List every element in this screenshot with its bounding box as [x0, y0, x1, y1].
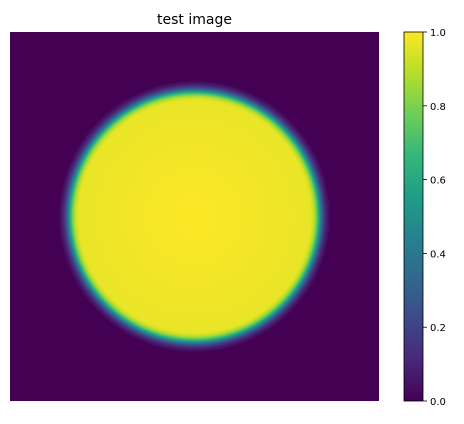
- colorbar-ticks: 0.0 0.2 0.4 0.6 0.8 1.0: [423, 28, 446, 408]
- image-disc: [59, 81, 330, 352]
- colorbar: 0.0 0.2 0.4 0.6 0.8 1.0: [403, 28, 446, 408]
- colorbar-tick-label: 1.0: [430, 28, 446, 39]
- colorbar-tick-label: 0.0: [430, 397, 446, 408]
- colorbar-tick-label: 0.6: [430, 176, 446, 187]
- colorbar-tick-label: 0.4: [430, 249, 446, 260]
- chart-title: test image: [157, 12, 232, 28]
- heatmap-image: [10, 32, 379, 401]
- colorbar-tick-label: 0.2: [430, 323, 446, 334]
- colorbar-tick-label: 0.8: [430, 102, 446, 113]
- colorbar-gradient: [403, 31, 424, 402]
